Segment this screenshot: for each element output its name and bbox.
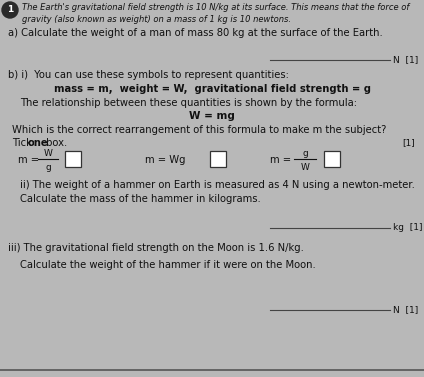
- Text: Calculate the weight of the hammer if it were on the Moon.: Calculate the weight of the hammer if it…: [20, 260, 316, 270]
- FancyBboxPatch shape: [324, 151, 340, 167]
- Text: m =: m =: [18, 155, 39, 165]
- Text: iii) The gravitational field strength on the Moon is 1.6 N/kg.: iii) The gravitational field strength on…: [8, 243, 304, 253]
- Text: The Earth's gravitational field strength is 10 N/kg at its surface. This means t: The Earth's gravitational field strength…: [22, 3, 410, 12]
- Text: a) Calculate the weight of a man of mass 80 kg at the surface of the Earth.: a) Calculate the weight of a man of mass…: [8, 28, 383, 38]
- Text: mass = m,  weight = W,  gravitational field strength = g: mass = m, weight = W, gravitational fiel…: [53, 84, 371, 94]
- Text: box.: box.: [43, 138, 67, 148]
- Text: Calculate the mass of the hammer in kilograms.: Calculate the mass of the hammer in kilo…: [20, 194, 261, 204]
- Text: W: W: [301, 162, 310, 172]
- Text: gravity (also known as weight) on a mass of 1 kg is 10 newtons.: gravity (also known as weight) on a mass…: [22, 14, 291, 23]
- Text: g: g: [302, 149, 308, 158]
- Text: ii) The weight of a hammer on Earth is measured as 4 N using a newton-meter.: ii) The weight of a hammer on Earth is m…: [20, 180, 415, 190]
- Text: N  [1]: N [1]: [393, 305, 418, 314]
- Text: g: g: [45, 162, 51, 172]
- Text: Which is the correct rearrangement of this formula to make m the subject?: Which is the correct rearrangement of th…: [12, 125, 386, 135]
- FancyBboxPatch shape: [210, 151, 226, 167]
- Text: m =: m =: [270, 155, 291, 165]
- Text: 1: 1: [7, 6, 13, 14]
- Text: W: W: [44, 149, 53, 158]
- Text: kg  [1]: kg [1]: [393, 224, 422, 233]
- Text: m = Wg: m = Wg: [145, 155, 186, 165]
- Text: [1]: [1]: [402, 138, 415, 147]
- Circle shape: [2, 2, 18, 18]
- Text: one: one: [28, 138, 49, 148]
- Text: b) i)  You can use these symbols to represent quantities:: b) i) You can use these symbols to repre…: [8, 70, 289, 80]
- Text: The relationship between these quantities is shown by the formula:: The relationship between these quantitie…: [20, 98, 357, 108]
- Text: Tick: Tick: [12, 138, 35, 148]
- FancyBboxPatch shape: [65, 151, 81, 167]
- Text: N  [1]: N [1]: [393, 55, 418, 64]
- Text: W = mg: W = mg: [189, 111, 235, 121]
